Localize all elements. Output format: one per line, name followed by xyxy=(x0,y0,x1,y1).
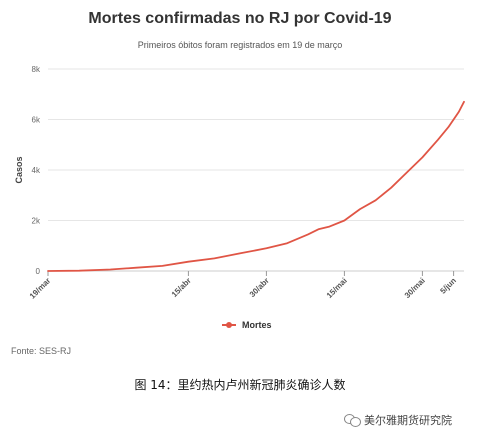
chart-subtitle: Primeiros óbitos foram registrados em 19… xyxy=(137,40,343,50)
y-tick-label: 6k xyxy=(32,116,41,125)
x-tick-label: 30/mai xyxy=(403,276,427,300)
y-tick-label: 8k xyxy=(32,65,41,74)
chart-title: Mortes confirmadas no RJ por Covid-19 xyxy=(88,10,392,27)
x-tick-label: 15/mai xyxy=(325,276,349,300)
y-tick-label: 2k xyxy=(32,217,41,226)
y-tick-label: 4k xyxy=(32,166,41,175)
x-tick-label: 5/jun xyxy=(438,276,458,296)
x-tick-label: 15/abr xyxy=(170,276,193,299)
series-line-mortes xyxy=(47,100,465,272)
y-tick-label: 0 xyxy=(36,267,41,276)
legend-marker xyxy=(226,322,232,328)
source-note: Fonte: SES-RJ xyxy=(11,346,72,356)
figure-caption: 图 14：里约热内卢州新冠肺炎确诊人数 xyxy=(134,378,346,392)
x-tick-label: 19/mar xyxy=(28,276,53,301)
watermark-text: 美尔雅期货研究院 xyxy=(364,414,452,427)
watermark: 美尔雅期货研究院 xyxy=(344,412,452,428)
line-chart: 0 2k 4k 6k 8k Casos 19/mar 15/abr 30/abr 15/mai 30… xyxy=(14,65,465,330)
legend-label: Mortes xyxy=(242,320,272,330)
x-tick-label: 30/abr xyxy=(248,276,271,299)
y-axis-label: Casos xyxy=(14,156,24,183)
wechat-icon xyxy=(344,414,361,427)
